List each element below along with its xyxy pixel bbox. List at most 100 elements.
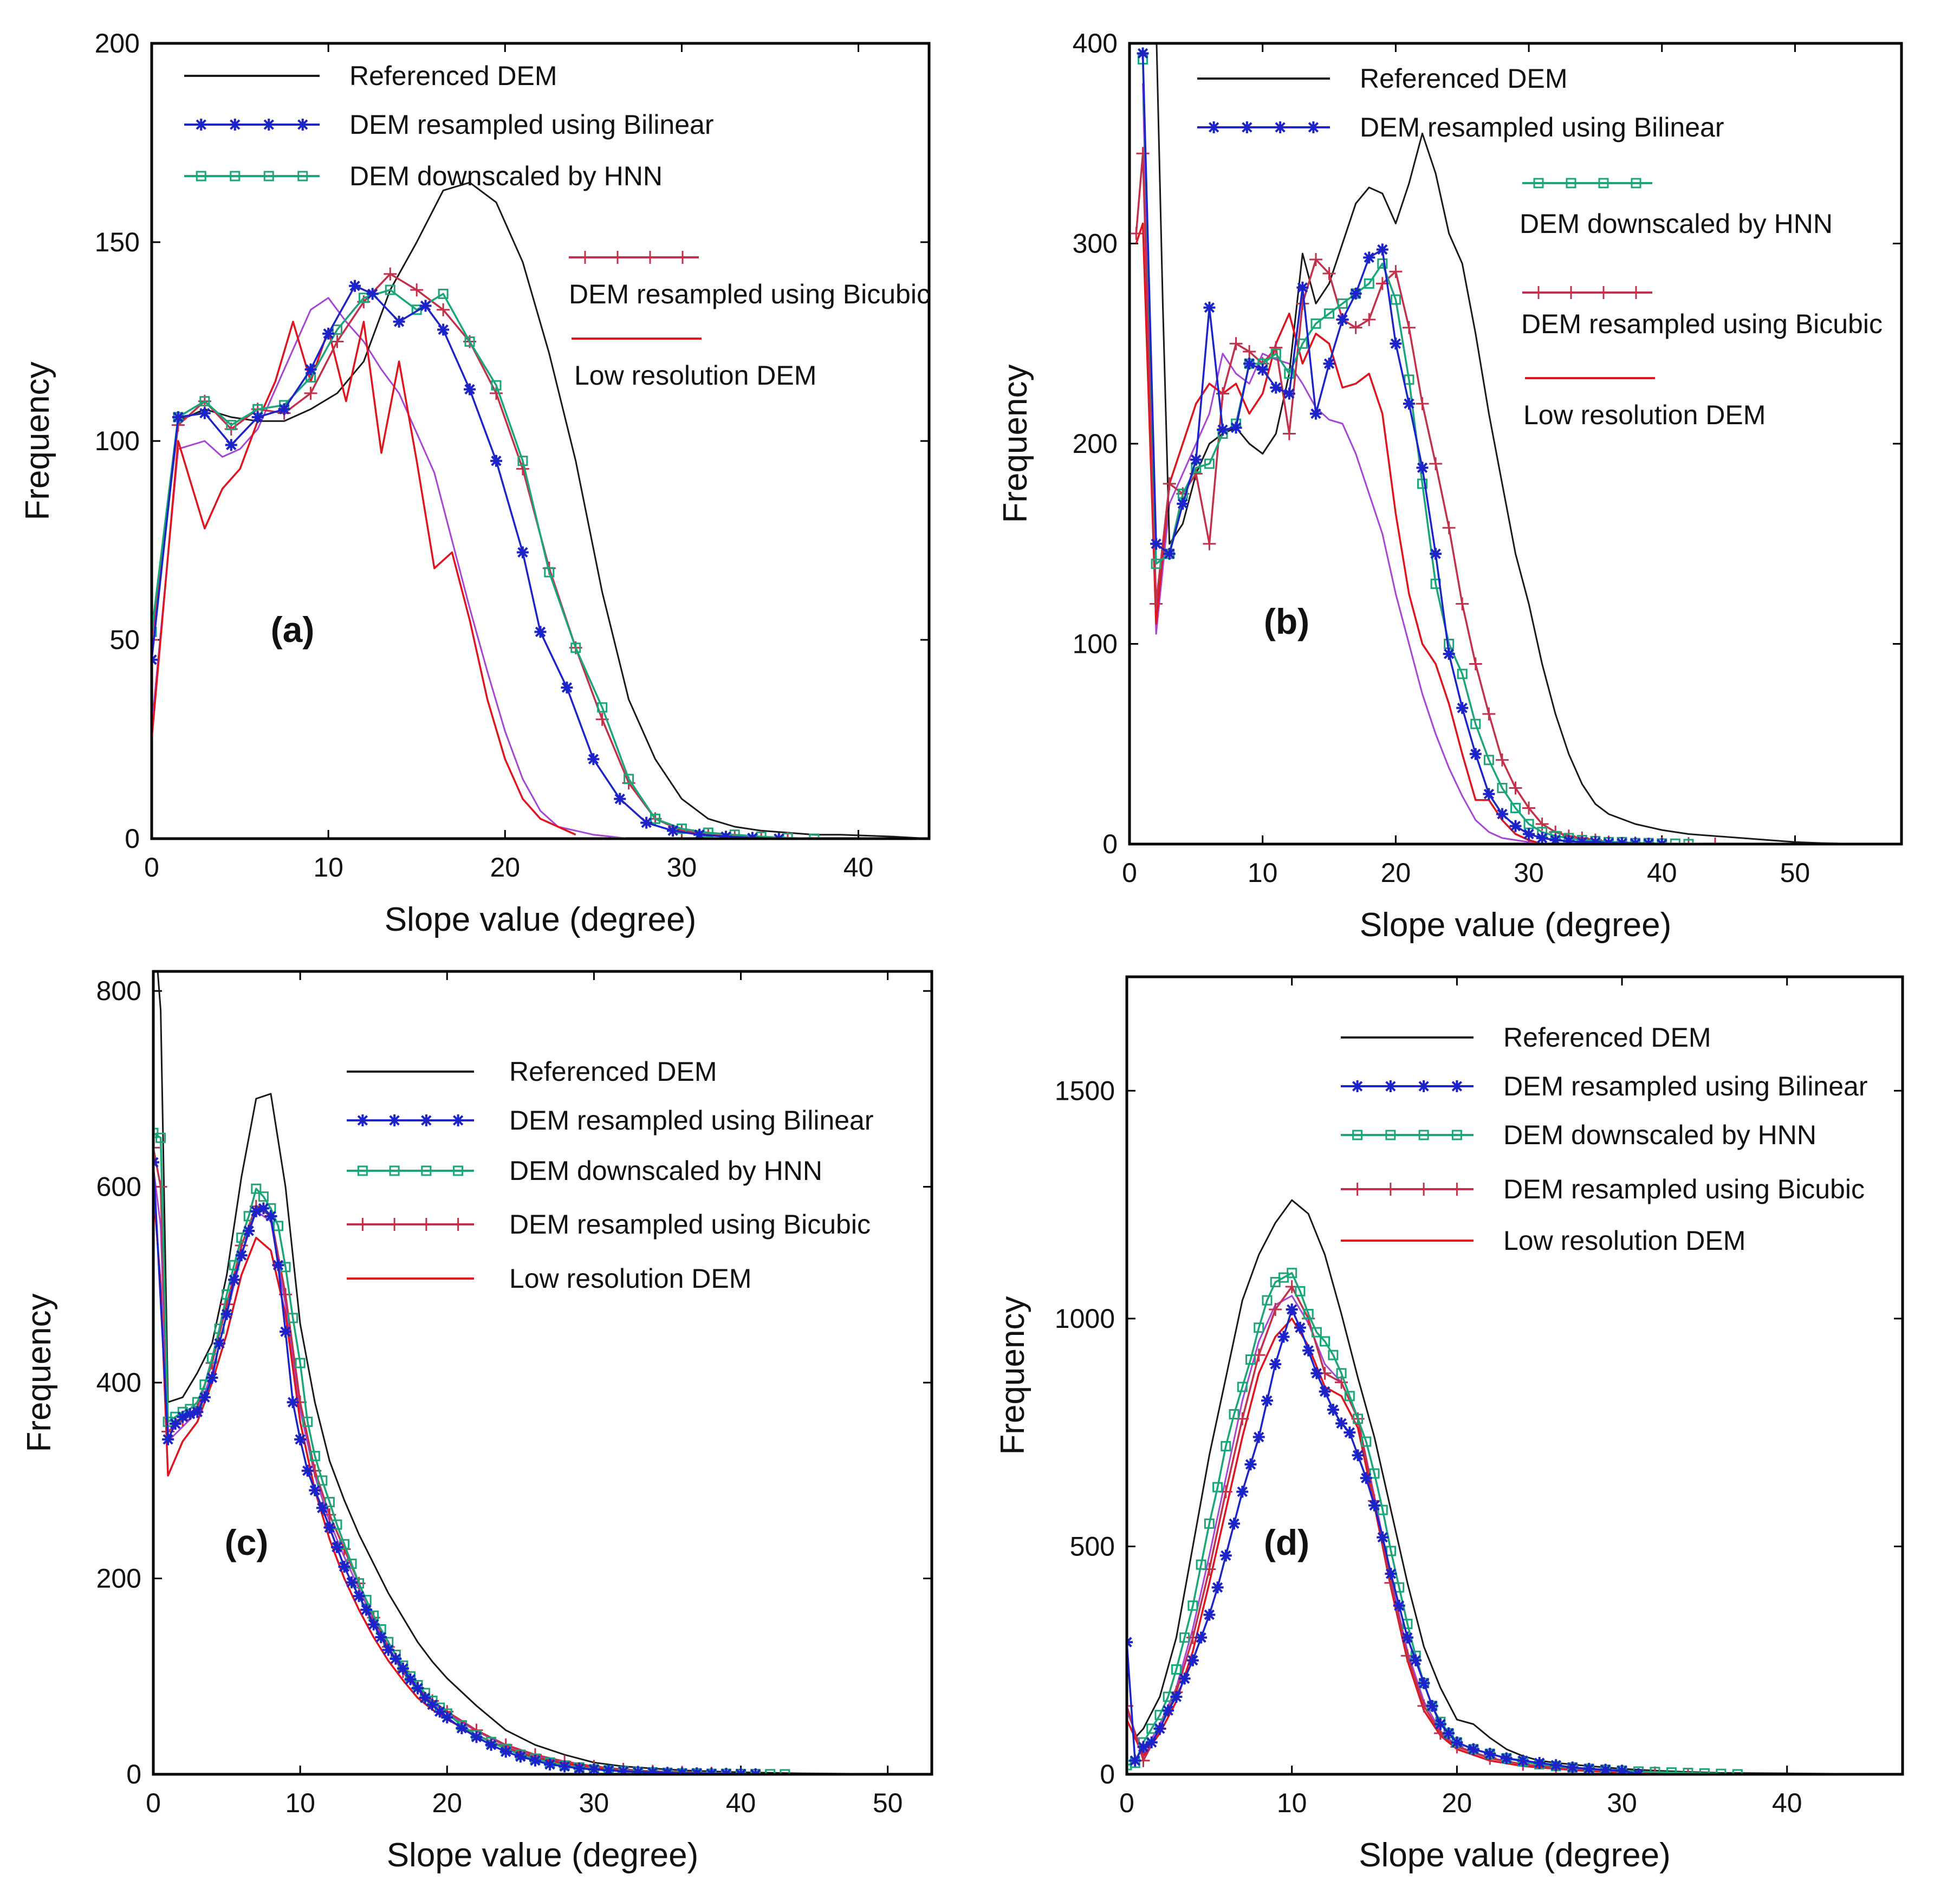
panel-a-series-bilinear-point-19 bbox=[614, 793, 626, 805]
panel-d-series-bilinear-point-33-stroke-d2 bbox=[1394, 1600, 1405, 1611]
panel-c-series-bilinear-point-16 bbox=[272, 1259, 284, 1272]
panel-b-legend-item-bicubic-swatch-marker-0 bbox=[1532, 286, 1545, 299]
panel-b-legend-item-bicubic-swatch-marker-3 bbox=[1630, 286, 1643, 299]
panel-d-xtick-label-3: 30 bbox=[1607, 1788, 1637, 1818]
panel-d-label: (d) bbox=[1264, 1522, 1309, 1562]
panel-c-series-bilinear-point-8-stroke-d2 bbox=[214, 1338, 225, 1349]
panel-d-series-bilinear-point-38-stroke-d2 bbox=[1435, 1718, 1446, 1730]
panel-d-legend-item-bicubic-swatch-marker-0 bbox=[1351, 1183, 1364, 1196]
panel-d-series-bilinear-point-10 bbox=[1203, 1608, 1216, 1621]
panel-c-series-bilinear-point-37-stroke-d2 bbox=[427, 1700, 438, 1710]
panel-a-series-bilinear-line bbox=[153, 284, 775, 838]
panel-a-xtick-label-2: 20 bbox=[490, 852, 520, 883]
panel-a-series-bilinear-point-2-stroke-d2 bbox=[199, 407, 210, 419]
panel-c-series-hnn-point-17 bbox=[272, 1221, 283, 1231]
panel-a-legend-item-bicubic-swatch-marker-1 bbox=[611, 251, 624, 264]
panel-c-series-bilinear-point-29 bbox=[367, 1618, 380, 1631]
panel-d-series-hnn-point-25 bbox=[1328, 1350, 1339, 1360]
panel-c-series-bilinear-point-26 bbox=[346, 1576, 358, 1588]
panel-b-series-bilinear-point-6-stroke-d2 bbox=[1217, 424, 1228, 435]
panel-a-series-bilinear-point-16 bbox=[534, 626, 547, 638]
panel-c-series-bilinear-point-7 bbox=[206, 1372, 218, 1384]
panel-c-series-bilinear-point-24-stroke-d2 bbox=[332, 1542, 342, 1553]
panel-a-legend-item-bilinear-swatch-marker-0 bbox=[195, 119, 207, 131]
panel-d-series-bilinear-point-42-stroke-d2 bbox=[1484, 1748, 1495, 1759]
panel-c-series-bilinear-point-44-stroke-d2 bbox=[515, 1751, 526, 1762]
panel-a-xtick-label-1: 10 bbox=[313, 852, 343, 883]
panel-b-series-bilinear-point-9-stroke-d2 bbox=[1257, 364, 1268, 375]
panel-a-series-bilinear-point-9-stroke-d2 bbox=[367, 288, 378, 300]
panel-c-ytick-label-4: 800 bbox=[96, 976, 141, 1006]
panel-b-series-bilinear-point-15 bbox=[1336, 313, 1349, 326]
panel-a-series-bilinear-point-12 bbox=[437, 323, 450, 336]
panel-a-ytick-label-4: 200 bbox=[95, 28, 140, 59]
panel-b-series-lowres bbox=[1135, 222, 1542, 843]
panel-a-series-bilinear-point-21-stroke-d2 bbox=[667, 825, 678, 836]
panel-a-series-hnn-point-20 bbox=[676, 823, 687, 834]
panel-b-series-bicubic-point-3 bbox=[1163, 477, 1176, 490]
panel-b-series-bicubic-point-25 bbox=[1456, 597, 1469, 611]
panel-b-legend-item-referenced: Referenced DEM bbox=[1197, 63, 1568, 94]
panel-c-legend-item-hnn-swatch-marker-0 bbox=[357, 1165, 368, 1176]
panel-d-series-bilinear-point-27-stroke-d2 bbox=[1344, 1427, 1355, 1438]
panel-a-series-bilinear-point-22-stroke-d2 bbox=[695, 829, 705, 838]
panel-d-series-bilinear-point-37-stroke-d2 bbox=[1426, 1701, 1438, 1711]
panel-b-series-hnn-point-14 bbox=[1324, 308, 1335, 319]
panel-b-series-bicubic-point-29 bbox=[1509, 781, 1522, 795]
panel-b-series-bilinear-point-36 bbox=[1616, 837, 1628, 843]
panel-a-series-bilinear-point-3-stroke-d2 bbox=[226, 439, 237, 451]
panel-d-series-bilinear-point-21 bbox=[1294, 1321, 1306, 1334]
panel-a-legend-item-bilinear-swatch-marker-0-stroke-d2 bbox=[196, 119, 206, 130]
panel-c-series-bilinear-point-18 bbox=[287, 1396, 299, 1409]
panel-b-series-bilinear-point-39-stroke-d2 bbox=[1661, 839, 1667, 843]
panel-d-series-bilinear-point-46 bbox=[1550, 1759, 1562, 1772]
panel-c-series-bilinear-point-50-stroke-d2 bbox=[604, 1765, 614, 1773]
panel-b-series-bilinear-point-38 bbox=[1643, 838, 1655, 843]
panel-b-series-hnn-point-25 bbox=[1470, 718, 1481, 729]
panel-b-series-bilinear-point-14-stroke-d2 bbox=[1323, 358, 1335, 369]
panel-c-series-bilinear-point-60-stroke-d1 bbox=[750, 1769, 756, 1773]
panel-c-series-bilinear-point-48 bbox=[573, 1762, 586, 1773]
panel-a-series-bilinear-point-4 bbox=[251, 411, 264, 423]
panel-b-series-bilinear-point-26 bbox=[1483, 788, 1495, 800]
panel-a-x-axis-title: Slope value (degree) bbox=[385, 901, 697, 938]
panel-d-series-bilinear-point-29 bbox=[1360, 1472, 1372, 1484]
panel-c-series-bilinear-point-17-stroke-d2 bbox=[280, 1326, 291, 1337]
panel-a-ytick-label-0: 0 bbox=[125, 823, 140, 854]
panel-b-series-bilinear-point-24 bbox=[1456, 702, 1469, 714]
panel-c-legend-item-bilinear-swatch-marker-1-stroke-d2 bbox=[389, 1115, 400, 1126]
panel-d-series-bilinear-point-24-stroke-d2 bbox=[1319, 1386, 1331, 1397]
panel-c-legend-item-bilinear-swatch-marker-2 bbox=[420, 1114, 432, 1126]
panel-c-series-bilinear-point-45 bbox=[529, 1754, 541, 1767]
panel-d-series-bilinear-point-0 bbox=[1128, 1637, 1133, 1647]
panel-a-series-bilinear-point-24-stroke-d1 bbox=[747, 832, 754, 838]
panel-c-series-bilinear-point-7-stroke-d2 bbox=[206, 1372, 218, 1383]
panel-a-series-bilinear-point-2 bbox=[198, 407, 211, 419]
panel-b-series-hnn-point-33 bbox=[1576, 835, 1587, 843]
panel-d-series-bilinear-point-41-stroke-d2 bbox=[1468, 1744, 1479, 1755]
panel-b-series-bilinear-line bbox=[1141, 53, 1658, 843]
panel-a-series-hnn-point-25 bbox=[809, 833, 820, 838]
panel-b-series-bilinear-point-2-stroke-d2 bbox=[1164, 548, 1175, 559]
panel-c-series-bilinear-point-42-stroke-d2 bbox=[485, 1740, 497, 1750]
panel-d-series-hnn-point-54 bbox=[1683, 1767, 1693, 1773]
panel-b-series-bilinear-point-24-stroke-d2 bbox=[1457, 703, 1468, 714]
panel-b-series-bicubic-point-21 bbox=[1402, 321, 1416, 334]
panel-c-series-bilinear-point-21 bbox=[309, 1484, 321, 1496]
panel-a-legend-item-hnn-swatch-marker-1 bbox=[230, 171, 241, 181]
panel-a-xtick-label-0: 0 bbox=[144, 852, 159, 883]
panel-c-series-bilinear-point-11-stroke-d2 bbox=[236, 1250, 247, 1261]
panel-c-legend-item-bicubic-swatch-marker-3 bbox=[451, 1218, 465, 1231]
panel-b-legend-item-bicubic-label: DEM resampled using Bicubic bbox=[1521, 309, 1883, 339]
panel-d-series-bilinear-point-22-stroke-d2 bbox=[1303, 1345, 1314, 1356]
panel-a-legend-item-bicubic-label: DEM resampled using Bicubic bbox=[569, 279, 930, 309]
panel-d-series-bilinear-point-43-stroke-d2 bbox=[1501, 1753, 1512, 1764]
panel-d-series-bilinear-point-33 bbox=[1393, 1599, 1405, 1612]
panel-c-series-bilinear-point-8 bbox=[213, 1337, 226, 1350]
panel-b-series-bicubic-point-27 bbox=[1482, 707, 1496, 721]
panel-d-legend-item-hnn-swatch-marker-1 bbox=[1385, 1130, 1396, 1140]
panel-a-series-bicubic-point-11 bbox=[437, 303, 450, 316]
panel-c-series-bilinear-point-55 bbox=[676, 1767, 689, 1773]
panel-a-legend-item-hnn-swatch-marker-0 bbox=[196, 171, 206, 181]
panel-c-series-bilinear-point-41-stroke-d2 bbox=[471, 1731, 482, 1742]
